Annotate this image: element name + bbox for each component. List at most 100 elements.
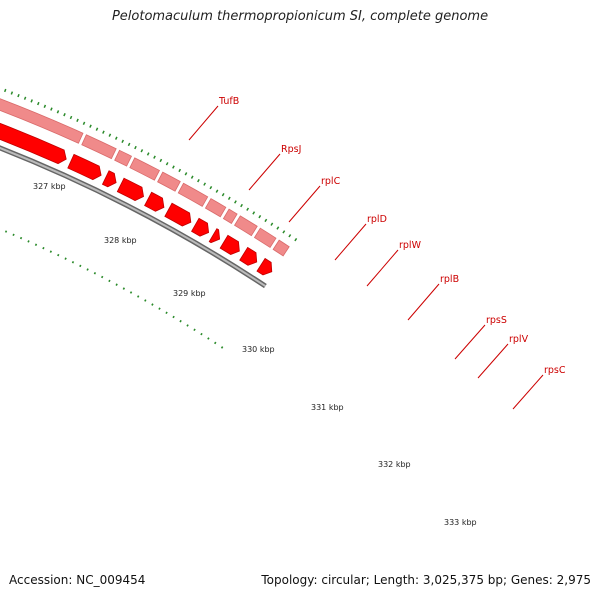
- outer-tick: [288, 234, 292, 238]
- outer-tick: [140, 149, 144, 153]
- outer-tick: [282, 230, 286, 234]
- outer-tick: [264, 218, 268, 223]
- outer-tick: [227, 196, 231, 200]
- outer-tick: [165, 162, 169, 166]
- reverse-gene-arrow: [0, 122, 67, 165]
- outer-tick: [276, 226, 280, 230]
- scale-tick: [115, 283, 118, 286]
- gene-label-rpsc: rpsC: [544, 365, 566, 376]
- gene-labels: TufB RpsJ rplC rplD rplW rplB rpsS rplV …: [188, 96, 566, 410]
- outer-tick: [37, 101, 40, 106]
- reverse-gene-arrow: [239, 246, 258, 266]
- gene-label-rpld: rplD: [367, 214, 387, 225]
- scale-tick: [86, 268, 89, 271]
- outer-tick: [121, 139, 125, 143]
- outer-tick: [221, 193, 225, 197]
- outer-tick: [82, 121, 86, 125]
- gene-label-rplv: rplV: [509, 334, 529, 345]
- scale-tick: [144, 299, 147, 302]
- scale-tick: [158, 307, 161, 310]
- gene-label-tufb: TufB: [218, 96, 239, 107]
- outer-tick: [56, 110, 60, 114]
- outer-tick: [172, 165, 175, 169]
- forward-gene-block: [272, 239, 290, 257]
- gene-leader-line: [334, 223, 367, 261]
- gene-leader-line: [512, 374, 544, 410]
- outer-tick: [43, 104, 47, 108]
- outer-tick: [108, 133, 112, 137]
- scale-tick: [93, 272, 97, 275]
- scale-label: 332 kbp: [378, 460, 411, 469]
- forward-gene-block: [234, 215, 258, 237]
- outer-tick: [197, 178, 200, 183]
- outer-tick: [190, 175, 194, 179]
- outer-tick: [203, 182, 207, 186]
- outer-tick: [102, 130, 105, 134]
- outer-tick: [159, 158, 163, 163]
- scale-tick: [79, 264, 82, 268]
- reverse-gene-arrow: [208, 228, 221, 244]
- gene-leader-line: [288, 185, 321, 223]
- forward-gene-block: [0, 98, 84, 144]
- gene-leader-line: [248, 153, 281, 191]
- forward-gene-block: [157, 171, 181, 192]
- reverse-gene-arrow: [164, 202, 192, 227]
- scale-tick: [186, 324, 189, 327]
- outer-tick: [252, 211, 256, 215]
- scale-tick: [165, 311, 168, 315]
- scale-tick: [49, 250, 52, 253]
- outer-tick-track: [3, 88, 298, 242]
- outer-tick: [89, 124, 92, 128]
- inner-tick-track: [4, 230, 224, 349]
- reverse-gene-arrow: [67, 153, 102, 181]
- gene-label-rplc: rplC: [321, 176, 341, 187]
- scale-tick: [64, 257, 67, 260]
- forward-gene-block: [177, 182, 209, 207]
- scale-tick: [172, 315, 175, 319]
- scale-label: 330 kbp: [242, 345, 275, 354]
- forward-strand-track: [0, 98, 290, 257]
- reverse-gene-arrow: [116, 177, 144, 202]
- genome-stats-text: Topology: circular; Length: 3,025,375 bp…: [261, 573, 591, 587]
- outer-tick: [240, 203, 243, 208]
- scale-tick: [12, 233, 15, 237]
- reverse-gene-arrow: [219, 234, 240, 255]
- outer-tick: [76, 118, 79, 123]
- outer-tick: [23, 96, 27, 100]
- outer-tick: [95, 127, 99, 131]
- scale-tick: [34, 243, 38, 247]
- outer-tick: [294, 237, 298, 242]
- gene-leader-line: [366, 249, 399, 287]
- reverse-gene-arrow: [256, 257, 273, 276]
- scale-tick: [136, 295, 140, 298]
- reverse-gene-arrow: [101, 170, 117, 188]
- gene-label-rpsj: RpsJ: [281, 144, 301, 155]
- forward-gene-block: [204, 198, 227, 218]
- outer-tick: [270, 222, 274, 226]
- outer-tick: [209, 185, 213, 190]
- outer-tick: [63, 112, 66, 117]
- scale-tick: [220, 346, 224, 349]
- scale-label: 333 kbp: [444, 518, 477, 527]
- outer-tick: [153, 155, 156, 159]
- outer-tick: [215, 189, 219, 193]
- outer-tick: [234, 200, 237, 204]
- map-title: Pelotomaculum thermopropionicum SI, comp…: [111, 9, 489, 24]
- scale-tick: [200, 332, 203, 336]
- forward-gene-block: [81, 134, 117, 160]
- scale-tick: [108, 279, 111, 283]
- scale-tick: [101, 275, 104, 279]
- gene-leader-line: [477, 343, 509, 379]
- forward-gene-block: [253, 227, 277, 248]
- outer-tick: [127, 142, 131, 147]
- outer-tick: [178, 168, 182, 173]
- scale-label: 327 kbp: [33, 182, 66, 191]
- outer-tick: [69, 115, 73, 120]
- outer-tick: [258, 215, 262, 219]
- scale-label: 328 kbp: [104, 236, 137, 245]
- outer-tick: [246, 207, 250, 211]
- scale-tick: [27, 240, 30, 243]
- reverse-gene-arrow: [144, 191, 165, 212]
- gene-label-rplw: rplW: [399, 240, 422, 251]
